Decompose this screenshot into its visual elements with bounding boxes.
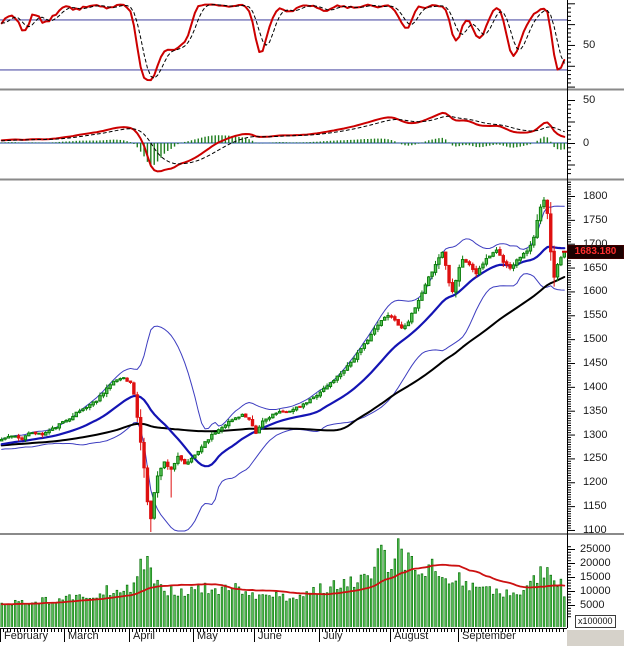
chart-canvas[interactable]: [0, 0, 624, 646]
stock-chart-window: 1683.180 x100000 50 50 0 1800 1750 1700 1650 16…: [0, 0, 624, 646]
